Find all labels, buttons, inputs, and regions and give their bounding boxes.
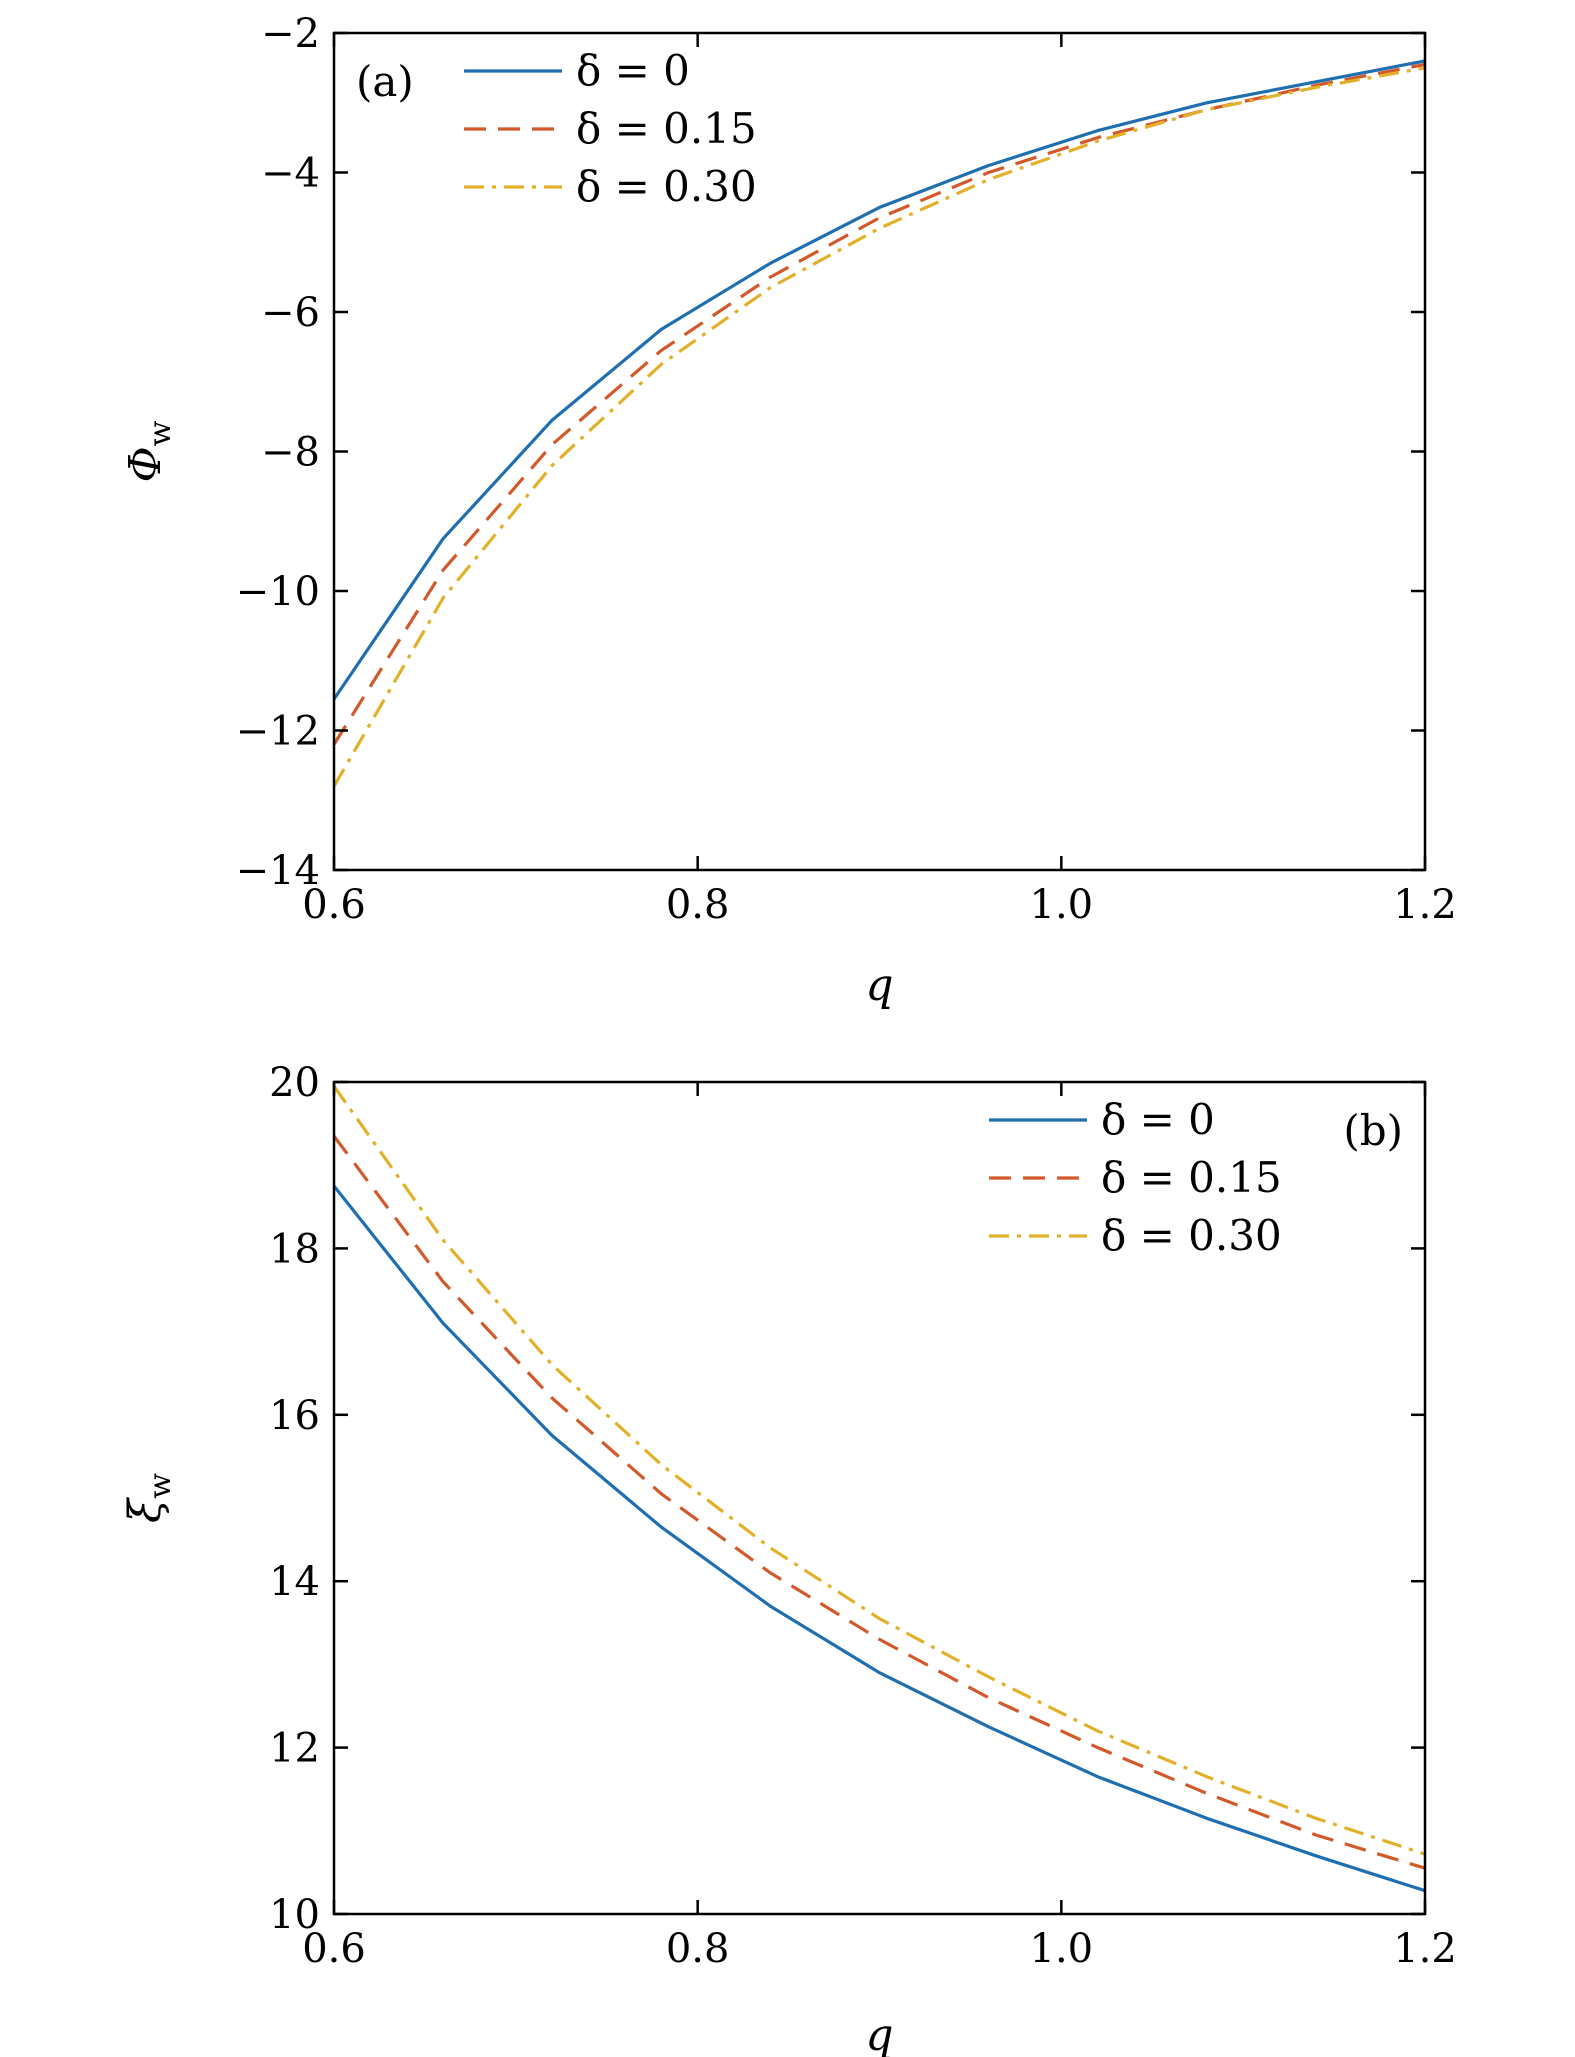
x-tick-label: 1.2 <box>1393 882 1457 928</box>
y-tick-label: 20 <box>269 1060 320 1106</box>
legend-label-1: δ = 0.15 <box>576 104 757 153</box>
x-tick-label: 1.0 <box>1030 1926 1094 1972</box>
y-axis-title: Φw <box>120 420 178 482</box>
x-tick-label: 0.8 <box>666 1926 730 1972</box>
y-tick-label: 18 <box>269 1226 320 1272</box>
panel-label: (b) <box>1343 1106 1403 1155</box>
y-axis-title: ξw <box>120 1473 178 1523</box>
y-tick-label: −14 <box>236 848 320 894</box>
y-tick-label: 16 <box>269 1393 320 1439</box>
series-line-2 <box>332 66 1426 788</box>
y-tick-label: −8 <box>261 430 320 476</box>
series-line-2 <box>332 1085 1426 1856</box>
x-tick-label: 0.6 <box>302 1926 366 1972</box>
x-axis-title: q <box>865 960 893 1011</box>
x-tick-label: 1.0 <box>1030 882 1094 928</box>
legend: δ = 0 δ = 0.15 δ = 0.30 <box>989 1095 1282 1260</box>
y-tick-label: −2 <box>261 11 320 57</box>
y-axis-symbol: Φ <box>120 446 171 482</box>
series-line-0 <box>332 1185 1426 1893</box>
legend: δ = 0 δ = 0.15 δ = 0.30 <box>464 46 757 211</box>
plot-frame <box>332 31 1427 872</box>
legend-label-0: δ = 0 <box>1101 1095 1215 1144</box>
legend-label-2: δ = 0.30 <box>576 162 757 211</box>
legend-label-0: δ = 0 <box>576 46 690 95</box>
y-tick-label: −6 <box>261 290 320 336</box>
legend-label-1: δ = 0.15 <box>1101 1153 1282 1202</box>
x-tick-label: 1.2 <box>1393 1926 1457 1972</box>
y-tick-label: −4 <box>261 151 320 197</box>
y-tick-label: 14 <box>269 1559 320 1605</box>
panel-label: (a) <box>356 57 414 106</box>
y-tick-label: 12 <box>269 1726 320 1772</box>
y-axis-subscript: w <box>143 420 178 446</box>
series-line-0 <box>332 59 1426 700</box>
y-tick-label: −10 <box>236 569 320 615</box>
x-tick-label: 0.8 <box>666 882 730 928</box>
panel-a: 0.6 0.8 1.0 1.2 −14 −12 −10 −8 −6 −4 −2 q Φw (a) δ = 0… <box>120 11 1457 1011</box>
y-tick-label: 10 <box>269 1892 320 1938</box>
x-tick-label: 0.6 <box>302 882 366 928</box>
legend-label-2: δ = 0.30 <box>1101 1211 1282 1260</box>
x-axis-title: q <box>865 2010 893 2057</box>
plot-frame <box>332 1080 1427 1916</box>
y-axis-subscript: w <box>143 1473 178 1499</box>
y-axis-symbol: ξ <box>120 1496 171 1523</box>
y-tick-label: −12 <box>236 709 320 755</box>
series-line-1 <box>332 1135 1426 1870</box>
series-line-1 <box>332 62 1426 746</box>
